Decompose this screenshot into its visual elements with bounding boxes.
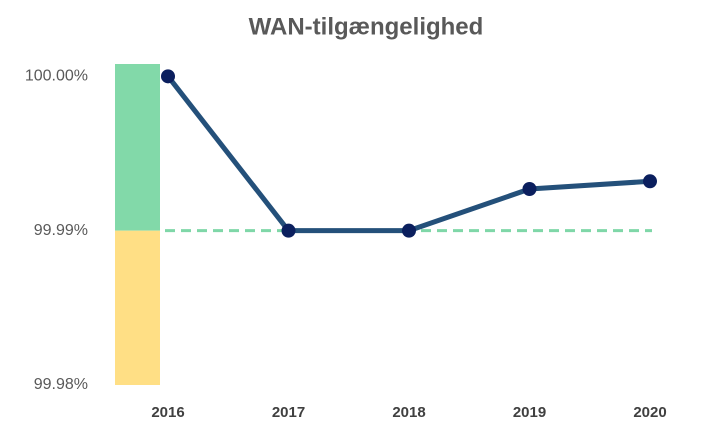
x-tick-label: 2016 [151,404,184,421]
data-point [281,223,296,238]
data-point [402,223,416,238]
y-tick-label: 99.99% [34,222,88,239]
y-tick-label: 100.00% [25,68,88,85]
x-tick-label: 2020 [633,404,666,421]
x-tick-label: 2019 [513,404,546,421]
y-tick-label: 99.98% [34,376,88,393]
data-point [161,69,175,84]
x-tick-label: 2018 [392,404,425,421]
x-tick-label: 2017 [272,404,305,421]
data-point [522,182,537,197]
data-point [643,174,657,189]
threshold-band [115,230,160,385]
threshold-band [115,64,160,231]
chart-title: WAN-tilgængelighed [249,13,484,40]
